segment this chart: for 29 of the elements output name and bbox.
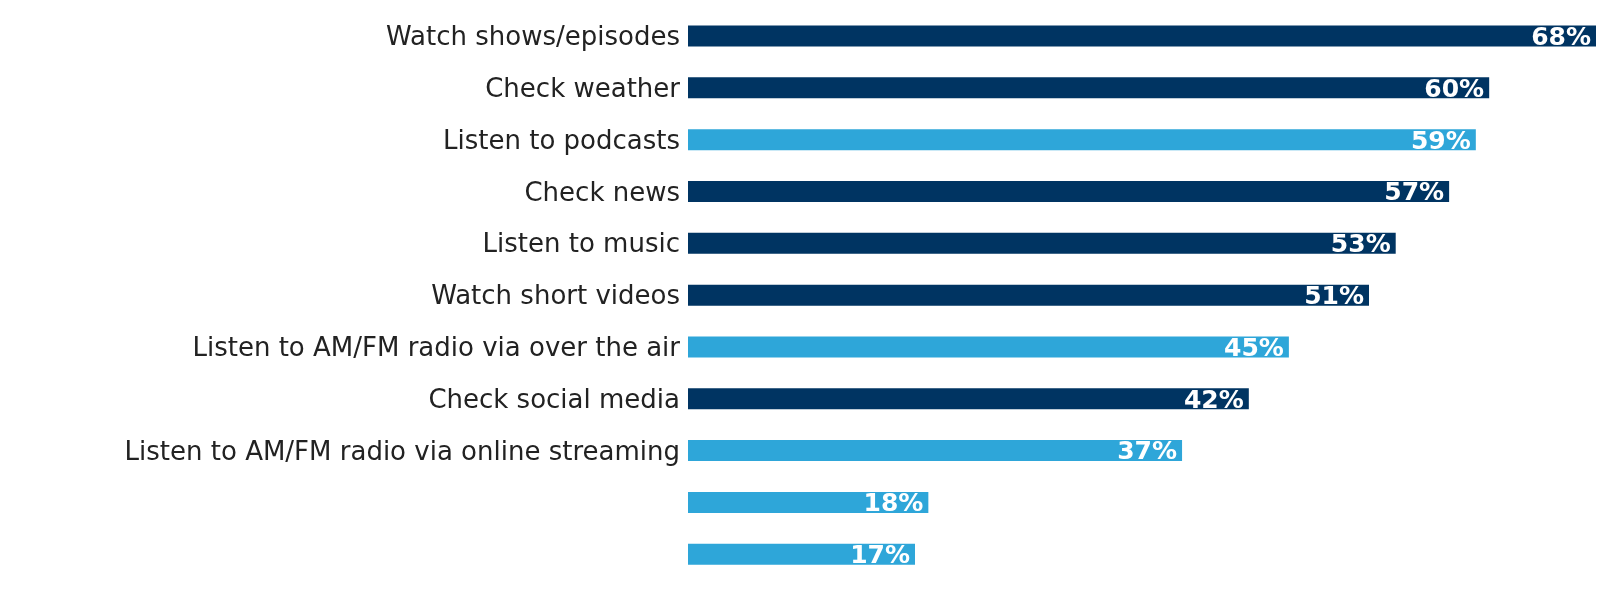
bar (688, 440, 1183, 462)
data-label: 18% (863, 488, 924, 518)
y-tick-label: Listen to music (482, 228, 680, 259)
y-tick-label: Watch short videos (431, 280, 680, 311)
data-label: 68% (1531, 21, 1591, 51)
data-label: 60% (1424, 73, 1485, 103)
data-label: 37% (1117, 436, 1178, 466)
data-label: 59% (1410, 125, 1471, 155)
data-label: 57% (1384, 177, 1445, 207)
bar (688, 388, 1249, 410)
data-label: 45% (1224, 332, 1284, 362)
bar (688, 181, 1450, 202)
y-tick-label: Check news (524, 176, 680, 207)
data-label: 42% (1183, 384, 1244, 414)
bar (688, 284, 1369, 306)
data-label: 17% (850, 540, 910, 570)
bar (688, 232, 1396, 254)
bar (688, 77, 1490, 99)
y-tick-label: Listen to AM/FM radio via over the air (192, 332, 681, 363)
y-tick-label: Check weather (485, 72, 681, 103)
bar (688, 129, 1476, 151)
bar (688, 336, 1289, 358)
data-label: 53% (1330, 229, 1391, 259)
data-label: 51% (1304, 281, 1364, 311)
y-tick-label: Watch shows/episodes (386, 21, 680, 52)
y-tick-label: Check social media (428, 383, 680, 414)
y-tick-label: Listen to podcasts (443, 124, 680, 155)
y-tick-label: Listen to AM/FM radio via online streaming (124, 435, 680, 466)
bar (688, 25, 1596, 47)
